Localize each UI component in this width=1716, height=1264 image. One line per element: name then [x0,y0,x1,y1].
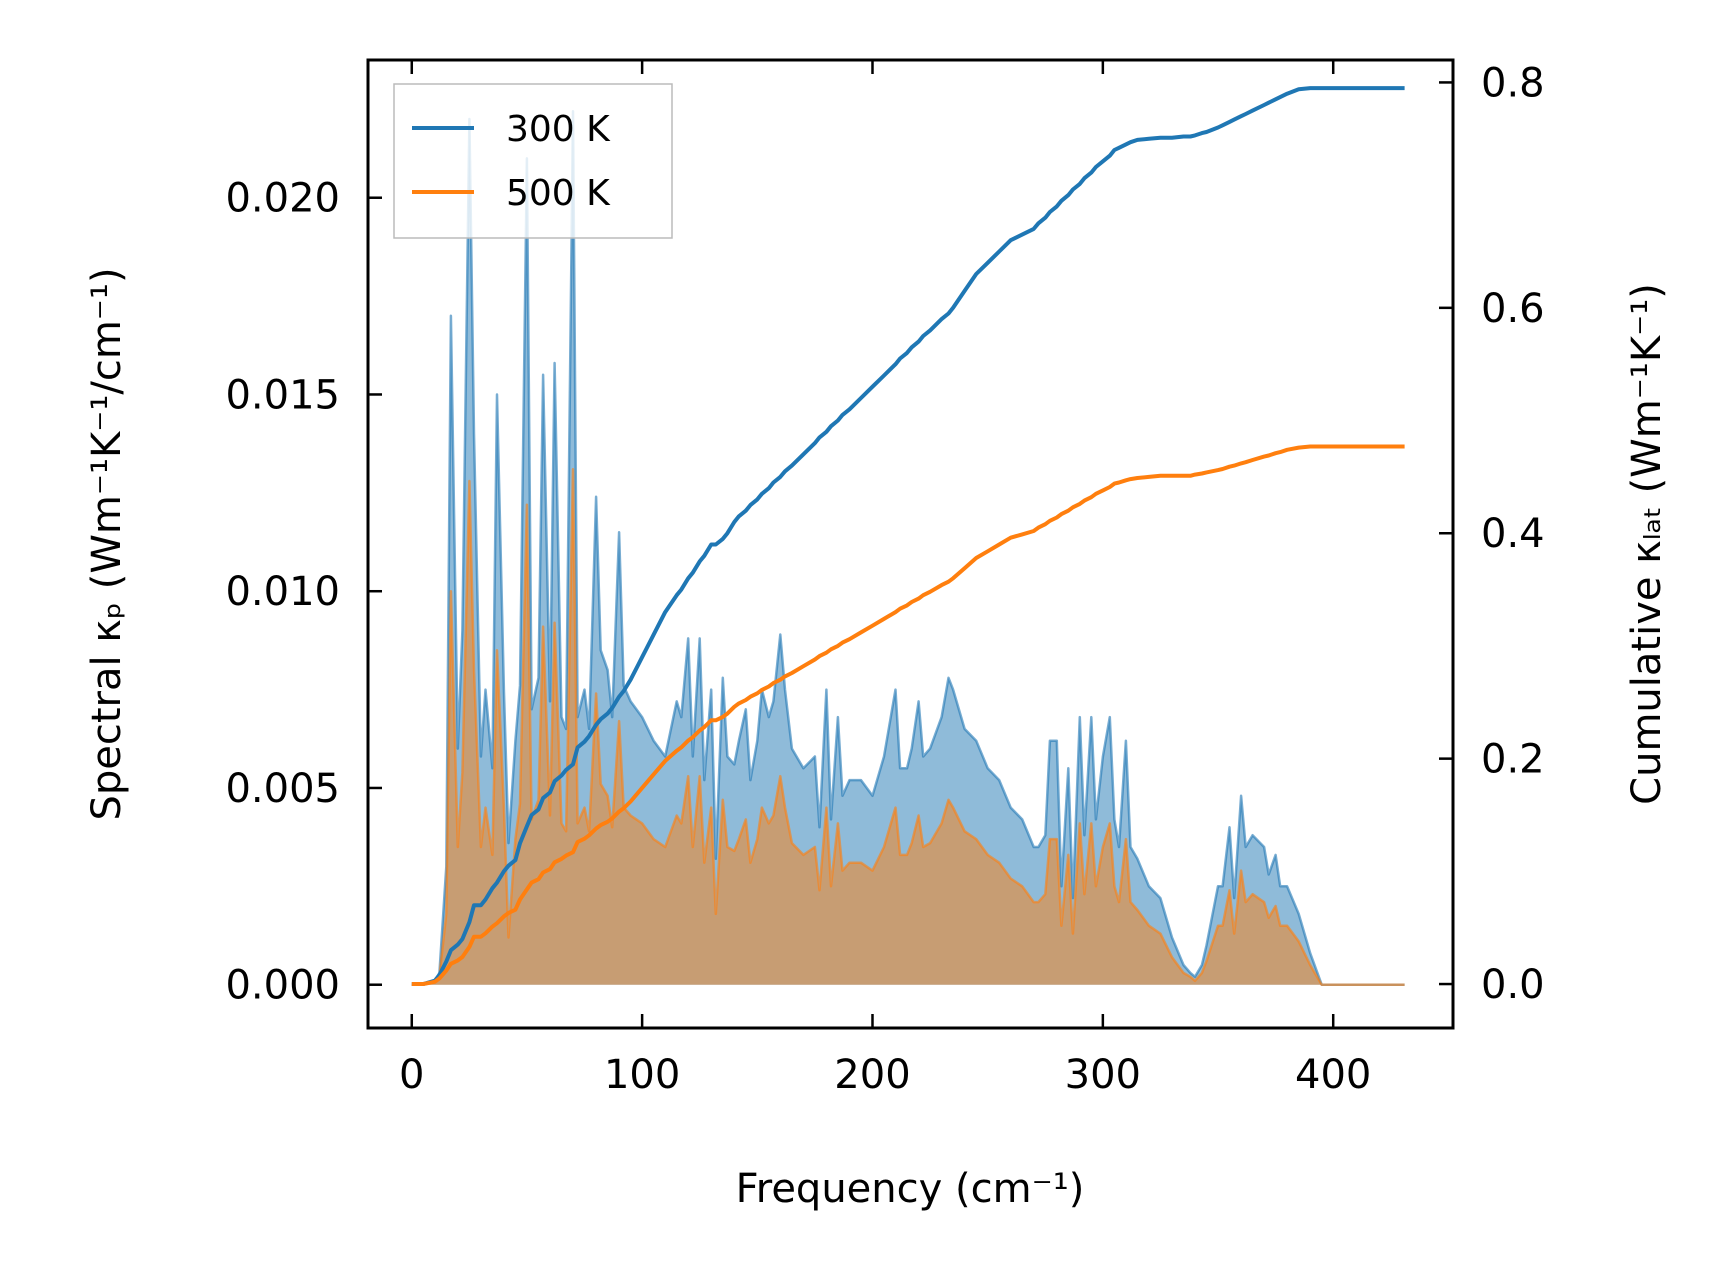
y-tick-label-right: 0.4 [1481,511,1545,557]
y-tick-label-left: 0.000 [225,963,340,1009]
y-tick-label-left: 0.005 [225,766,340,812]
legend-label-500k: 500 K [506,173,611,214]
x-tick-label: 100 [604,1052,680,1098]
x-tick-label: 200 [834,1052,910,1098]
x-tick-label: 400 [1295,1052,1371,1098]
y-tick-label-right: 0.6 [1481,286,1545,332]
legend: 300 K 500 K [394,84,672,238]
y-tick-label-right: 0.2 [1481,737,1545,783]
y-tick-label-right: 0.8 [1481,60,1545,106]
y-axis-left-title: Spectral κₚ (Wm⁻¹K⁻¹/cm⁻¹) [84,267,130,820]
y-tick-label-left: 0.015 [225,372,340,418]
x-tick-label: 300 [1065,1052,1141,1098]
legend-label-300k: 300 K [506,109,611,150]
x-axis-title: Frequency (cm⁻¹) [736,1166,1085,1212]
y-tick-label-left: 0.010 [225,569,340,615]
y-tick-label-left: 0.020 [225,176,340,222]
chart-figure: 0 100 200 300 400 0.000 0.005 0.010 0.015 0.020 0.… [0,0,1716,1264]
y-tick-label-right: 0.0 [1481,962,1545,1008]
x-tick-label: 0 [399,1052,424,1098]
legend-box [394,84,672,238]
y-axis-right-title: Cumulative κₗₐₜ (Wm⁻¹K⁻¹) [1624,283,1670,805]
